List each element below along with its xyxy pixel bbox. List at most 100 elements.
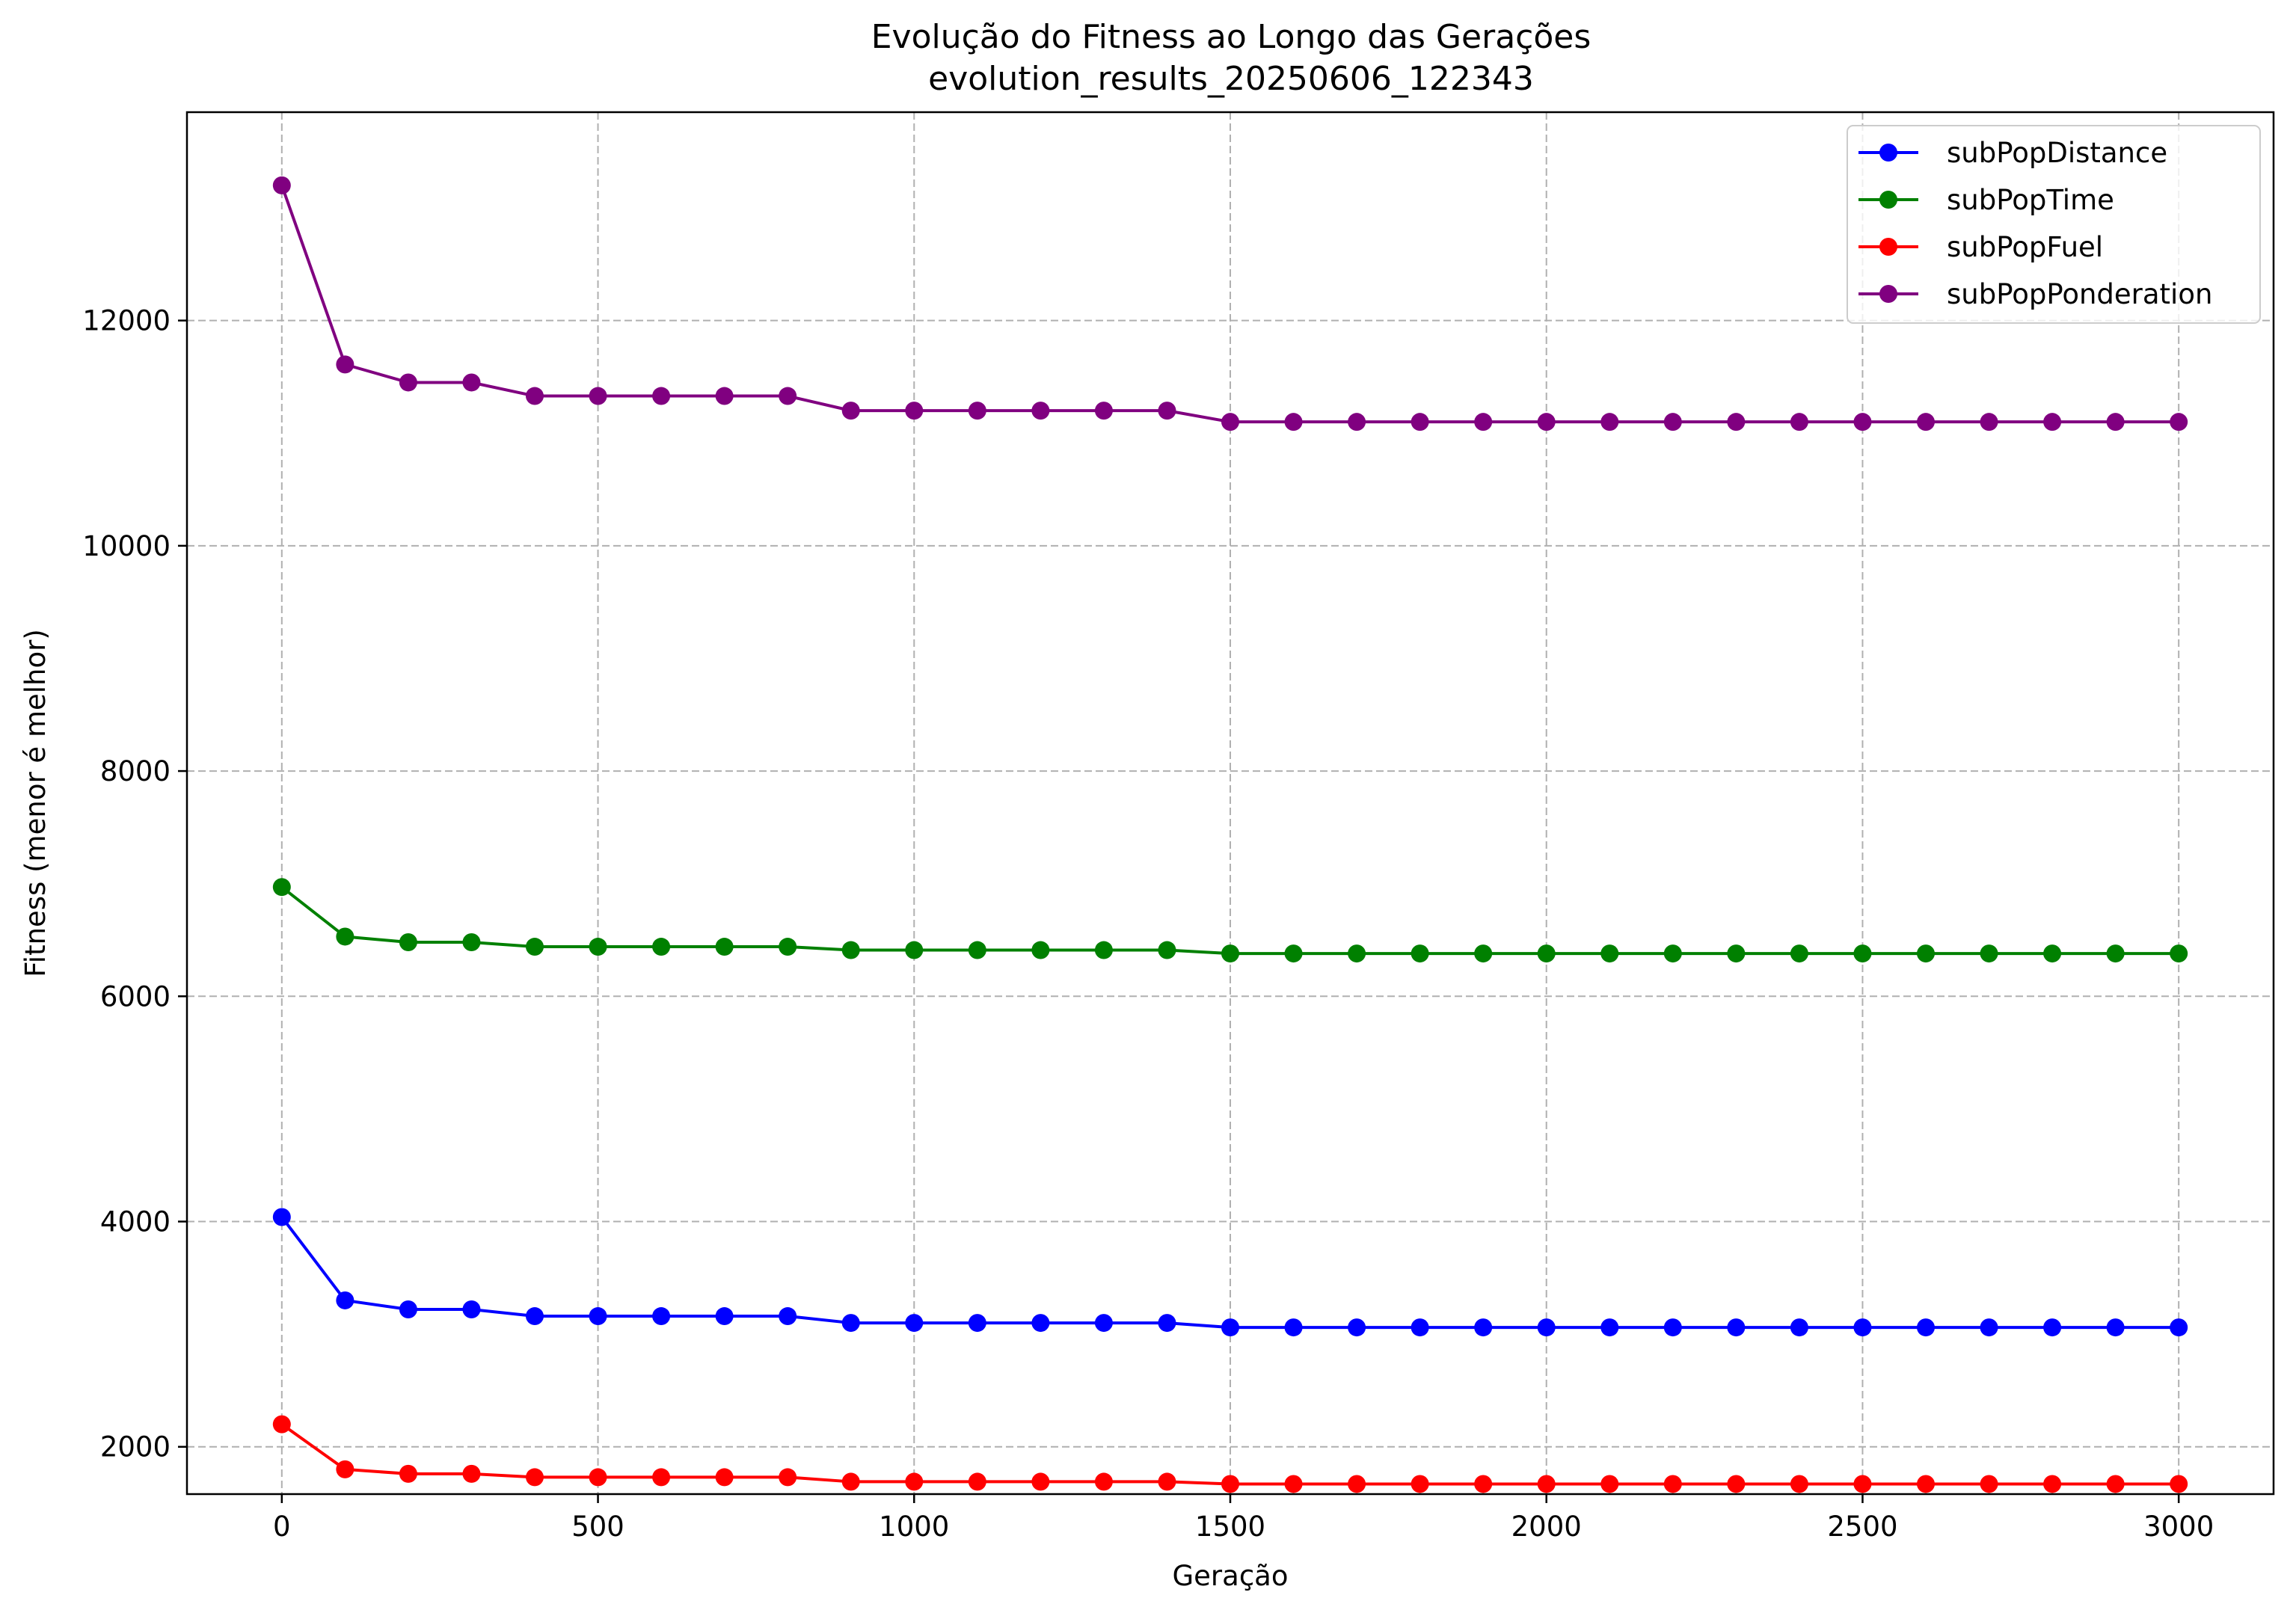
- data-point: [1031, 402, 1050, 420]
- y-tick-label: 6000: [100, 980, 171, 1013]
- data-point: [1221, 1475, 1239, 1493]
- series-subPopFuel: [272, 1415, 2188, 1493]
- x-tick-label: 500: [571, 1511, 624, 1543]
- data-point: [1853, 1475, 1872, 1493]
- data-point: [462, 933, 481, 952]
- data-point: [336, 927, 354, 946]
- data-point: [1663, 413, 1682, 431]
- x-tick-label: 2500: [1827, 1511, 1897, 1543]
- data-point: [1917, 1318, 1935, 1337]
- data-point: [1663, 1475, 1682, 1493]
- data-point: [715, 387, 734, 405]
- data-point: [652, 1307, 671, 1326]
- data-point: [1158, 941, 1176, 959]
- data-point: [399, 1464, 417, 1483]
- data-point: [1980, 1475, 1998, 1493]
- data-point: [1537, 1318, 1556, 1337]
- data-point: [272, 1415, 291, 1434]
- data-point: [1284, 413, 1303, 431]
- data-point: [336, 1291, 354, 1309]
- data-point: [526, 1468, 544, 1487]
- data-point: [1348, 413, 1366, 431]
- data-point: [2043, 944, 2062, 963]
- data-point: [526, 1307, 544, 1326]
- data-point: [2106, 413, 2125, 431]
- data-point: [1790, 1475, 1808, 1493]
- data-point: [1853, 1318, 1872, 1337]
- legend-marker: [1879, 285, 1897, 303]
- data-point: [1600, 413, 1619, 431]
- data-point: [1221, 944, 1239, 963]
- data-point: [399, 933, 417, 952]
- data-point: [841, 941, 860, 959]
- data-point: [1094, 402, 1113, 420]
- x-tick-label: 0: [273, 1511, 291, 1543]
- data-point: [1600, 944, 1619, 963]
- data-point: [1980, 413, 1998, 431]
- data-point: [462, 373, 481, 392]
- data-point: [1474, 1475, 1493, 1493]
- data-point: [1031, 1314, 1050, 1333]
- legend-label: subPopDistance: [1947, 137, 2167, 169]
- data-point: [1474, 1318, 1493, 1337]
- data-point: [2043, 1318, 2062, 1337]
- data-point: [462, 1300, 481, 1318]
- legend-label: subPopPonderation: [1947, 278, 2212, 310]
- legend: subPopDistance subPopTime subPopFuel subPop…: [1847, 125, 2261, 324]
- data-point: [779, 938, 797, 956]
- data-point: [1411, 1475, 1429, 1493]
- data-point: [779, 1307, 797, 1326]
- data-point: [1727, 944, 1746, 963]
- data-point: [336, 355, 354, 374]
- data-point: [589, 1307, 607, 1326]
- data-point: [968, 1472, 986, 1491]
- data-point: [2106, 1475, 2125, 1493]
- data-point: [1790, 1318, 1808, 1337]
- data-point: [2043, 1475, 2062, 1493]
- series-subPopPonderation: [272, 176, 2188, 431]
- legend-item: subPopDistance: [1858, 137, 2167, 169]
- data-point: [1853, 413, 1872, 431]
- data-point: [1284, 1318, 1303, 1337]
- series-subPopTime: [272, 878, 2188, 963]
- data-point: [841, 1472, 860, 1491]
- axis-ticks: 0 500 1000 1500 2000 2500 3000 2000 4000 6000 8000…: [82, 305, 2214, 1543]
- data-point: [1537, 413, 1556, 431]
- data-point: [1031, 1472, 1050, 1491]
- data-point: [1727, 413, 1746, 431]
- data-point: [526, 387, 544, 405]
- data-point: [715, 938, 734, 956]
- data-point: [1284, 944, 1303, 963]
- data-point: [968, 402, 986, 420]
- data-point: [589, 938, 607, 956]
- data-point: [841, 402, 860, 420]
- grid: [187, 112, 2274, 1494]
- data-point: [652, 1468, 671, 1487]
- data-point: [589, 1468, 607, 1487]
- data-point: [905, 1314, 924, 1333]
- legend-box: [1847, 125, 2261, 324]
- data-point: [2170, 944, 2188, 963]
- data-point: [1411, 413, 1429, 431]
- series-layer: [272, 176, 2188, 1493]
- data-point: [2170, 1318, 2188, 1337]
- data-point: [1411, 944, 1429, 963]
- data-point: [1411, 1318, 1429, 1337]
- data-point: [2106, 944, 2125, 963]
- data-point: [779, 387, 797, 405]
- data-point: [652, 938, 671, 956]
- legend-marker: [1879, 191, 1897, 209]
- data-point: [1348, 1318, 1366, 1337]
- chart-title: Evolução do Fitness ao Longo das Geraçõe…: [871, 18, 1591, 56]
- data-point: [1284, 1475, 1303, 1493]
- data-point: [1980, 944, 1998, 963]
- data-point: [1221, 413, 1239, 431]
- series-subPopDistance: [272, 1208, 2188, 1337]
- data-point: [1917, 1475, 1935, 1493]
- data-point: [1031, 941, 1050, 959]
- y-tick-label: 2000: [100, 1431, 171, 1463]
- data-point: [1348, 944, 1366, 963]
- legend-marker: [1879, 144, 1897, 162]
- data-point: [1348, 1475, 1366, 1493]
